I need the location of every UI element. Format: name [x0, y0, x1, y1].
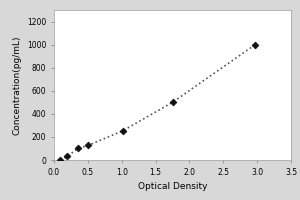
Y-axis label: Concentration(pg/mL): Concentration(pg/mL): [12, 35, 21, 135]
X-axis label: Optical Density: Optical Density: [138, 182, 207, 191]
